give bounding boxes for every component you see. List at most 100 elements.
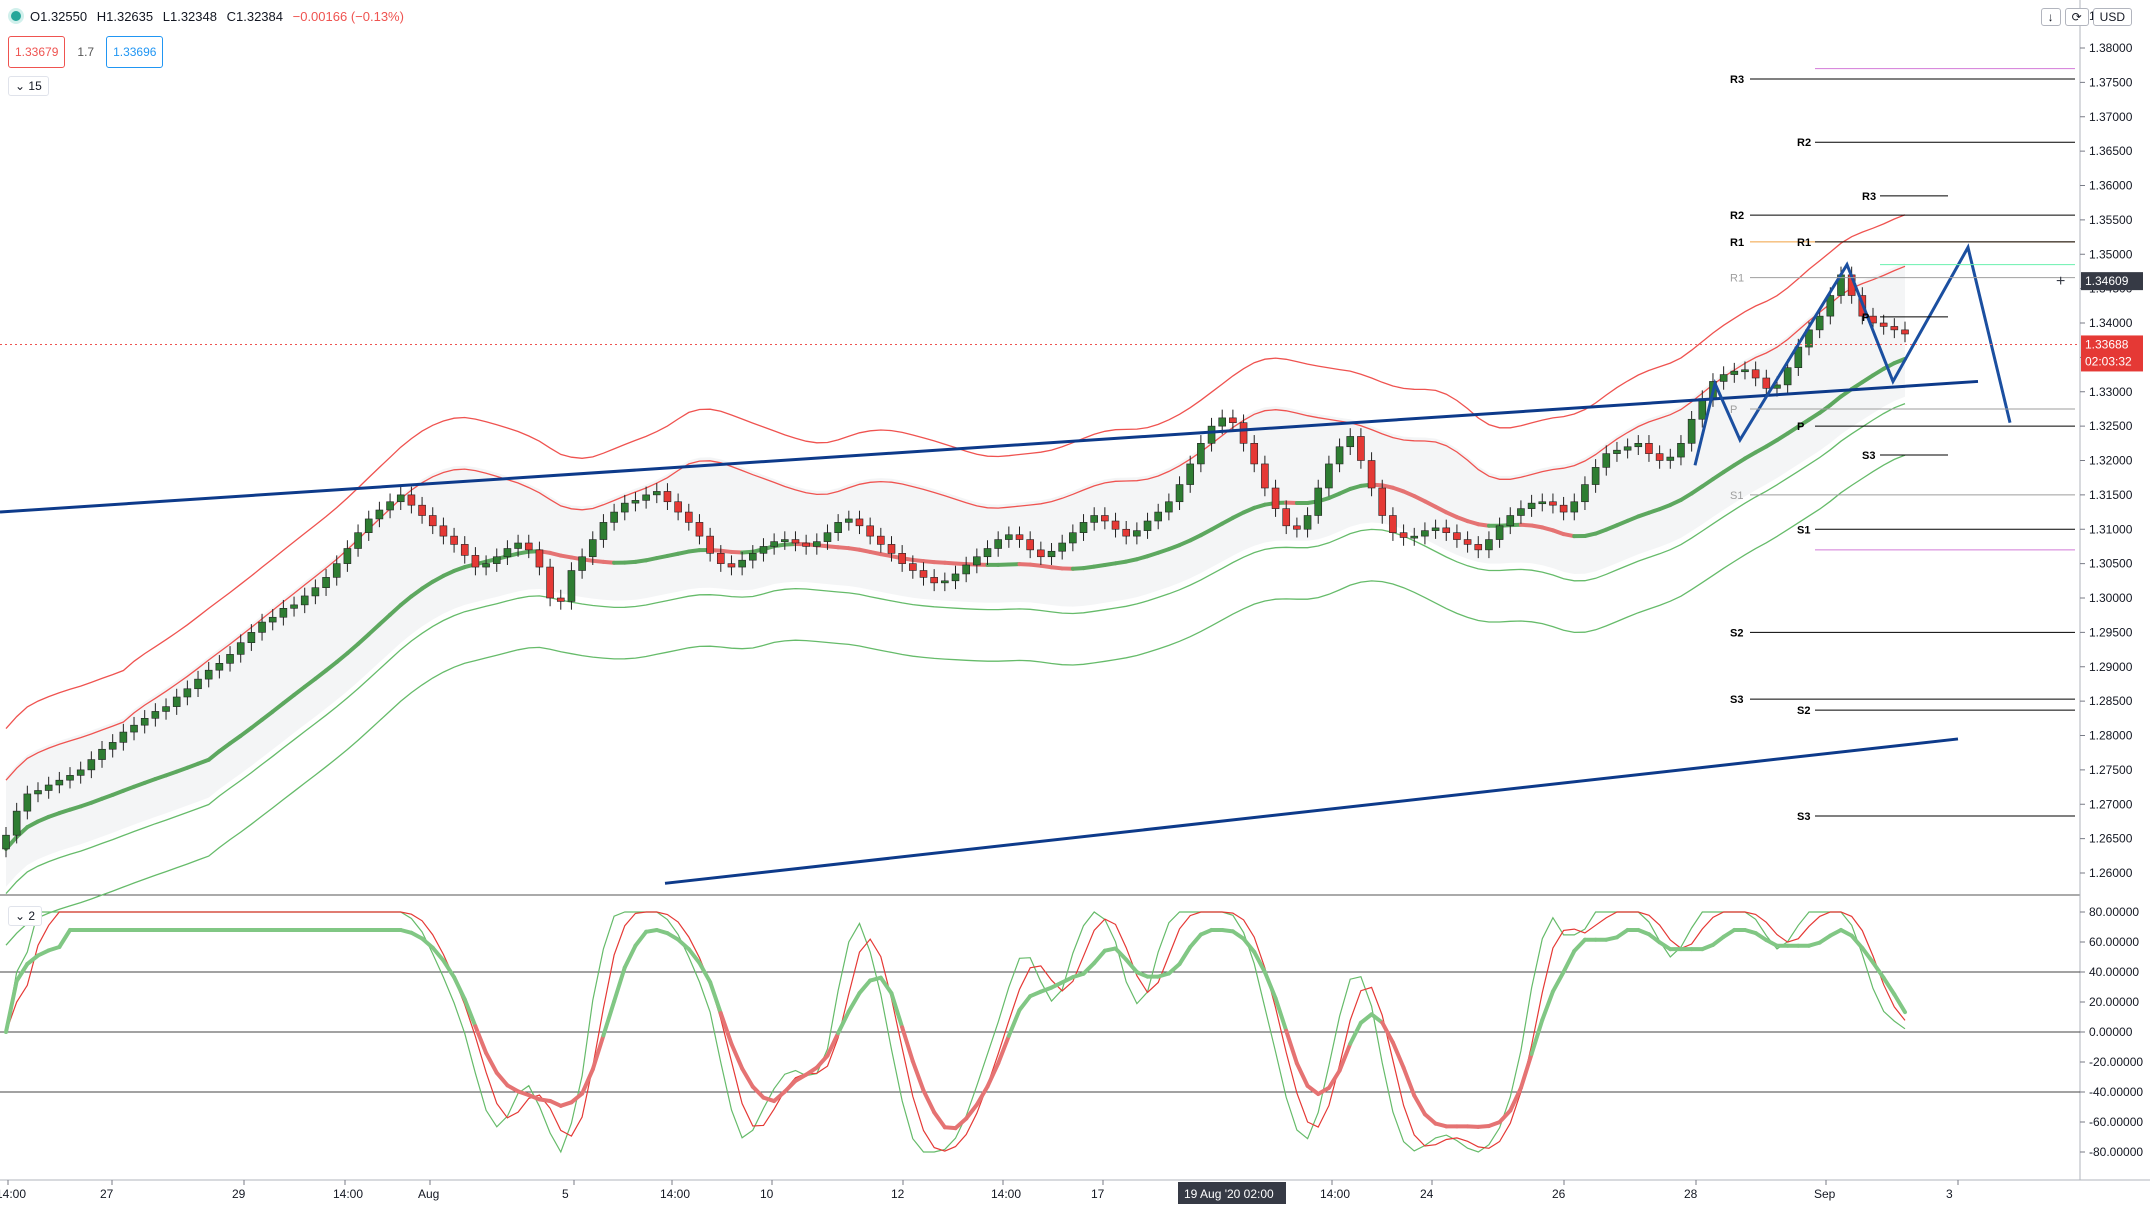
momentum-line-segment [953,1116,969,1131]
momentum-line-segment [420,936,435,950]
candle [642,486,650,509]
osc-tick-label: 20.00000 [2089,995,2139,1009]
basis-line-segment [1742,450,1758,461]
momentum-line-segment [601,999,617,1038]
candle [599,514,608,548]
candle [1613,441,1621,462]
candle [1901,321,1909,343]
candle-body [1698,398,1707,420]
time-label: 14:00 [660,1187,690,1201]
candle [215,655,224,679]
candle-body [119,731,128,743]
candle-body [98,748,106,760]
momentum-line-segment [1358,1012,1374,1025]
candle [1303,507,1312,538]
time-label: 17 [1091,1187,1105,1201]
momentum-line-segment [1412,1093,1427,1117]
candle [2,826,10,858]
candle-body [1538,501,1547,505]
time-label: 14:00 [991,1187,1021,1201]
candle-body [898,553,906,564]
candle [1506,507,1515,535]
candle [172,688,181,715]
candle-body [482,563,490,568]
candle-body [1890,326,1899,331]
currency-label[interactable]: USD [2092,8,2132,26]
candle [407,486,416,514]
pivot-label: S2 [1797,705,1810,717]
candle-body [1901,329,1909,335]
candle-body [439,525,448,537]
candle-body [1410,535,1419,539]
price-tick-label: 1.31000 [2089,522,2133,536]
candle-body [418,504,426,516]
pivot-label: R2 [1730,210,1744,222]
momentum-line-segment [1817,933,1833,945]
osc-tick-label: -40.00000 [2089,1085,2143,1099]
price-tick-label: 1.27500 [2089,763,2133,777]
candle-body [1602,453,1611,468]
candle [290,596,298,617]
momentum-line-segment [1092,948,1107,966]
candle [1047,543,1056,565]
candle-body [1826,295,1835,317]
candle [759,538,768,562]
oscillator-collapse-button[interactable]: ⌄ 2 [8,906,43,926]
candle [236,634,245,663]
time-label: 14:00 [0,1187,26,1201]
basis-line-segment [430,573,446,584]
momentum-line-segment [1390,1040,1406,1070]
candle [66,767,74,789]
candle [1399,524,1408,546]
momentum-line-segment [1657,940,1673,952]
arrow-down-icon[interactable]: ↓ [2040,8,2061,26]
momentum-line-segment [14,962,30,983]
candle [1239,414,1248,452]
pivot-label: S2 [1730,627,1743,639]
price-tick-label: 1.38000 [2089,41,2133,55]
momentum-line-segment [494,1070,510,1088]
sell-button[interactable]: 1.33679 [8,36,66,68]
momentum-line-segment [1860,946,1875,965]
indicator-collapse-button[interactable]: ⌄ 15 [8,76,49,96]
upper-band-inner [5,265,1906,781]
momentum-line-segment [708,980,723,1016]
candle [194,670,202,697]
candle [1101,507,1109,530]
refresh-icon[interactable]: ⟳ [2064,8,2089,26]
buy-button[interactable]: 1.33696 [106,36,164,68]
candle-body [215,663,224,671]
candle [1751,361,1760,387]
open-value: O1.32550 [30,8,88,24]
momentum-line-segment [740,1066,755,1089]
pivot-label: R3 [1730,74,1744,86]
candle-body [1058,542,1066,552]
candle-body [1015,534,1024,540]
momentum-line-segment [1017,994,1033,1013]
candle [1463,531,1472,553]
candle [418,496,426,524]
candle-body [1165,501,1173,513]
countdown-label: 02:03:32 [2085,354,2132,368]
candle [1090,507,1098,531]
basis-line-segment [409,586,425,599]
candle [1730,362,1739,383]
basis-line-segment [1678,491,1694,502]
candle-body [802,542,810,547]
candle-body [1357,436,1365,461]
high-value: H1.32635 [96,8,154,24]
momentum-line-segment [1081,961,1097,976]
basis-line-segment [1710,470,1726,482]
candle [877,527,885,553]
candle [1357,428,1365,469]
candle [1133,522,1141,545]
candle-body [407,494,416,506]
candle [716,545,725,572]
candle [1762,369,1771,397]
ohlc-values: O1.32550 H1.32635 L1.32348 C1.32384 −0.0… [30,9,410,24]
candle [1666,448,1675,469]
momentum-line-segment [633,929,649,948]
momentum-line-segment [996,1033,1011,1066]
candle [909,555,917,579]
